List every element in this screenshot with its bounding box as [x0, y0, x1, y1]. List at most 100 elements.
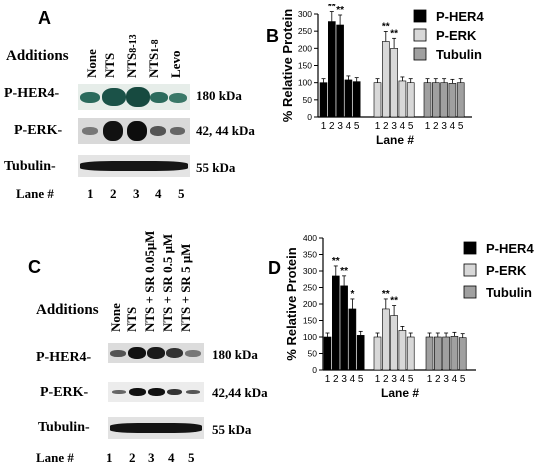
- legend-label: P-ERK: [486, 263, 527, 278]
- x-tick-label: 1: [325, 374, 331, 385]
- bar: [382, 41, 390, 118]
- panel-c-letter: C: [28, 257, 41, 277]
- y-tick-label: 300: [298, 9, 312, 19]
- panel-c-lane-5-label: NTS + SR 5 μM: [178, 243, 193, 332]
- panel-a-perk-blot: [78, 118, 190, 144]
- legend-swatch: [413, 28, 427, 42]
- x-tick-label: 1: [427, 374, 433, 385]
- panel-d-letter: D: [268, 258, 281, 278]
- panel-c-pher4-label: P-HER4-: [36, 350, 92, 365]
- significance-label: **: [332, 256, 340, 267]
- y-tick-label: 0: [312, 365, 317, 375]
- x-tick-label: 1: [425, 121, 431, 132]
- band: [80, 161, 188, 171]
- bar: [331, 275, 340, 371]
- significance-label: **: [382, 289, 390, 300]
- x-tick-label: 4: [400, 374, 406, 385]
- bar: [356, 335, 365, 371]
- panel-c-pher4-blot: [108, 343, 204, 363]
- bar: [398, 330, 407, 371]
- panel-a-lane-number: 3: [133, 186, 140, 201]
- panel-a-perk-size: 42, 44 kDa: [196, 123, 255, 138]
- panel-c-lane-label: Lane #: [36, 450, 74, 465]
- x-tick-label: 5: [458, 121, 464, 132]
- legend-swatch: [463, 285, 477, 299]
- y-tick-label: 250: [303, 283, 317, 293]
- panel-a-lane-label: Lane #: [16, 186, 54, 201]
- bar: [373, 82, 382, 118]
- band: [129, 388, 146, 396]
- bar: [336, 24, 344, 118]
- panel-c-lane-number: 1: [106, 450, 113, 465]
- panel-c-perk-label: P-ERK-: [40, 385, 89, 400]
- band: [150, 126, 166, 136]
- y-tick-label: 400: [303, 233, 317, 243]
- panel-a-lane-number: 2: [110, 186, 117, 201]
- panel-c-lane-number: 2: [129, 450, 136, 465]
- x-axis-title: Lane #: [376, 133, 414, 147]
- bar: [352, 81, 361, 118]
- bar: [406, 82, 415, 118]
- y-tick-label: 150: [303, 316, 317, 326]
- panel-a-pher4-label: P-HER4-: [4, 86, 60, 101]
- x-tick-label: 2: [433, 121, 439, 132]
- legend-label: P-ERK: [436, 28, 477, 43]
- band: [150, 92, 168, 103]
- band: [128, 347, 146, 359]
- chart-d: 0 50 100 150 200 250 300 350 400 % Relative Prote…: [284, 233, 534, 400]
- panel-c-lane-number: 4: [168, 450, 175, 465]
- panel-a-tubulin-size: 55 kDa: [196, 160, 236, 175]
- y-tick-label: 300: [303, 266, 317, 276]
- band: [166, 348, 183, 358]
- legend-label: P-HER4: [486, 241, 534, 256]
- panel-a-lane-2-label: NTS: [102, 52, 117, 78]
- significance-label: **: [340, 266, 348, 277]
- bar: [390, 48, 398, 118]
- x-tick-label: 4: [346, 121, 352, 132]
- legend-swatch: [413, 9, 427, 23]
- x-tick-label: 2: [383, 374, 389, 385]
- panel-a-lane-5-label: Levo: [168, 50, 183, 78]
- x-tick-label: 4: [350, 374, 356, 385]
- panel-a-lane-number: 1: [87, 186, 94, 201]
- legend-label: Tubulin: [436, 47, 482, 62]
- x-tick-label: 4: [452, 374, 458, 385]
- panel-c-pher4-size: 180 kDa: [212, 347, 258, 362]
- significance-label: *: [350, 289, 354, 300]
- panel-a-tubulin-blot: [78, 155, 190, 177]
- bar: [425, 336, 434, 371]
- x-tick-label: 2: [383, 121, 389, 132]
- panel-a-pher4-size: 180 kDa: [196, 88, 242, 103]
- band: [170, 127, 185, 135]
- band: [169, 93, 187, 103]
- x-tick-label: 3: [391, 374, 397, 385]
- bar: [327, 21, 336, 118]
- panel-c-lane-3-label: NTS + SR 0.05μM: [142, 230, 157, 332]
- bar: [450, 336, 459, 371]
- panel-a-lane-number: 5: [178, 186, 185, 201]
- y-axis-title: % Relative Protein: [284, 247, 299, 360]
- band: [167, 389, 182, 395]
- panel-c-tubulin-size: 55 kDa: [212, 422, 252, 437]
- y-tick-label: 100: [303, 332, 317, 342]
- x-tick-label: 3: [391, 121, 397, 132]
- x-tick-label: 3: [341, 374, 347, 385]
- x-tick-label: 4: [450, 121, 456, 132]
- panel-c-lane-4-label: NTS + SR 0.5 μM: [160, 233, 175, 332]
- y-tick-label: 200: [298, 43, 312, 53]
- legend-swatch: [463, 241, 477, 255]
- x-tick-label: 3: [337, 121, 343, 132]
- bar: [434, 336, 442, 371]
- panel-a-lane-number: 4: [155, 186, 162, 201]
- panel-c-perk-size: 42,44 kDa: [212, 385, 268, 400]
- band: [112, 390, 126, 394]
- significance-label: **: [390, 296, 398, 307]
- significance-label: **: [336, 5, 344, 16]
- x-tick-label: 5: [460, 374, 466, 385]
- x-tick-label: 1: [375, 121, 381, 132]
- legend-label: P-HER4: [436, 9, 484, 24]
- legend-swatch: [463, 263, 477, 277]
- band: [110, 350, 126, 357]
- y-tick-label: 250: [298, 26, 312, 36]
- panel-c-lane-number: 5: [188, 450, 195, 465]
